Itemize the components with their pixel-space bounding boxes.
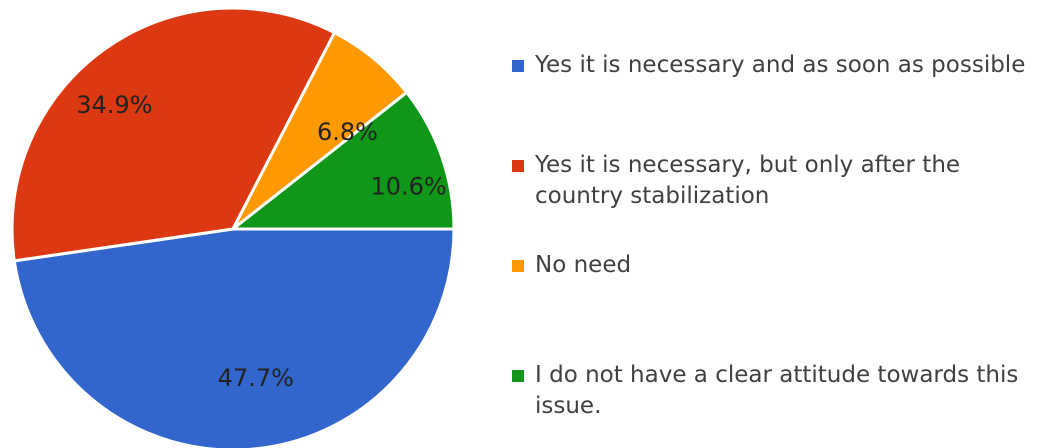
legend-item-2: Yes it is necessary, but only after the … xyxy=(512,150,1032,212)
data-label-3: 6.8% xyxy=(317,118,378,146)
legend-label: Yes it is necessary, but only after the … xyxy=(535,152,961,209)
legend-label: Yes it is necessary and as soon as possi… xyxy=(535,52,1026,78)
legend-item-4: I do not have a clear attitude towards t… xyxy=(512,360,1032,422)
legend-swatch xyxy=(512,260,524,272)
data-label-1: 47.7% xyxy=(218,364,294,392)
pie-slice-4 xyxy=(231,90,456,231)
pie-slices xyxy=(10,6,456,448)
pie-slice-2 xyxy=(10,6,337,263)
data-label-2: 34.9% xyxy=(76,91,152,119)
legend-swatch xyxy=(512,160,524,172)
legend-label: I do not have a clear attitude towards t… xyxy=(535,362,1019,419)
pie-chart: 47.7% 34.9% 6.8% 10.6% xyxy=(10,6,456,448)
legend-swatch xyxy=(512,60,524,72)
pie-data-labels: 47.7% 34.9% 6.8% 10.6% xyxy=(76,91,446,392)
pie-slice-1 xyxy=(12,227,456,448)
legend-item-3: No need xyxy=(512,250,1032,281)
legend-swatch xyxy=(512,370,524,382)
data-label-4: 10.6% xyxy=(370,173,446,201)
legend-item-1: Yes it is necessary and as soon as possi… xyxy=(512,50,1032,81)
legend-label: No need xyxy=(535,252,632,278)
